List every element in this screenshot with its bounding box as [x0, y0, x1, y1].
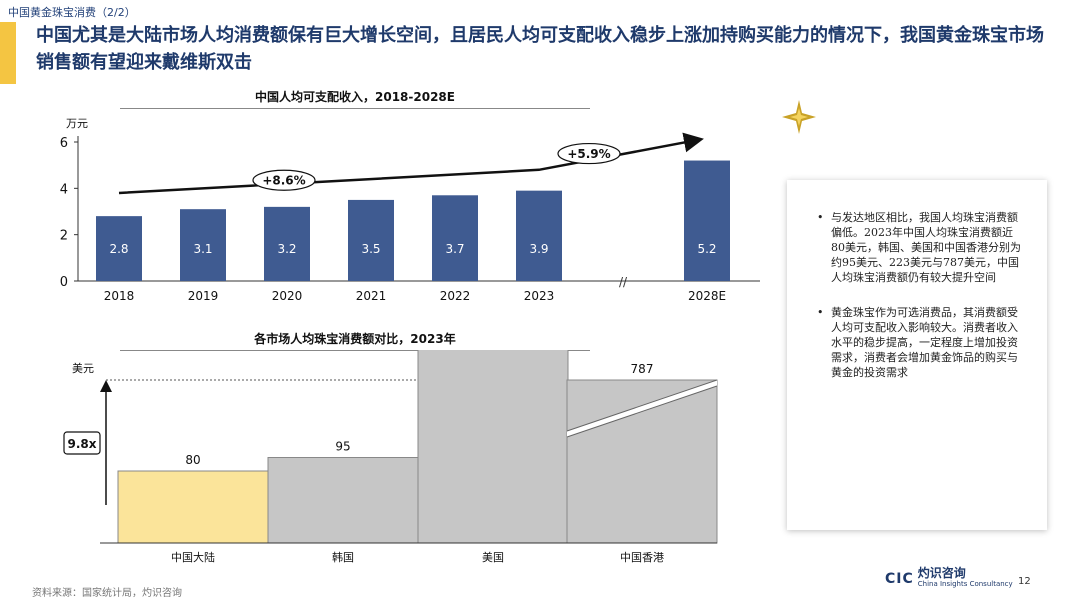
- income-bar: [264, 206, 310, 281]
- page-number: 12: [1018, 576, 1031, 587]
- jewelry-bar: [267, 457, 419, 544]
- x-tick-label: 2018: [104, 289, 135, 303]
- income-bar: [180, 209, 226, 281]
- x-tick-label: 2023: [524, 289, 555, 303]
- income-bar-value: 3.9: [529, 242, 548, 256]
- income-bar: [348, 199, 394, 281]
- note-item: 黄金珠宝作为可选消费品，其消费额受人均可支配收入影响较大。消费者收入水平的稳步提…: [817, 305, 1023, 380]
- x-tick-label: 2021: [356, 289, 387, 303]
- income-chart-title: 中国人均可支配收入，2018-2028E: [120, 88, 590, 109]
- x-tick-label: 2019: [188, 289, 219, 303]
- income-chart: 万元 0 2 4 6 2.8 2018 3.1 2019 3.2 2020 3.5 2021 3.7 202…: [60, 117, 760, 303]
- sparkle-star-icon: [782, 100, 816, 134]
- source-note: 资料来源：国家统计局，灼识咨询: [32, 588, 182, 599]
- y-axis-unit: 万元: [66, 117, 88, 130]
- y-axis-unit: 美元: [72, 362, 94, 375]
- cagr-badge: [557, 142, 621, 165]
- x-tick-label: 2028E: [688, 289, 726, 303]
- jewelry-bar-value: 80: [185, 453, 200, 467]
- x-tick-label: 中国香港: [620, 551, 664, 564]
- truncation-line: [566, 379, 718, 432]
- section-tag: 中国黄金珠宝消费（2/2）: [8, 6, 136, 19]
- accent-bar: [0, 22, 16, 84]
- income-bar-value: 2.8: [109, 242, 128, 256]
- ratio-label: 9.8x: [68, 437, 97, 451]
- income-bar-value: 3.5: [361, 242, 380, 256]
- income-bar-value: 5.2: [697, 242, 716, 256]
- x-tick-label: 2020: [272, 289, 303, 303]
- logo-text: 灼识咨询 China Insights Consultancy: [917, 566, 1013, 590]
- y-tick-label: 0: [60, 275, 68, 290]
- y-tick-label: 4: [60, 182, 68, 197]
- y-tick-label: 6: [60, 136, 68, 151]
- truncation-line: [566, 385, 718, 438]
- x-tick-label: 美国: [482, 551, 504, 564]
- jewelry-bar: [417, 350, 569, 544]
- jewelry-bar: [566, 379, 718, 544]
- income-bar: [516, 190, 562, 281]
- x-tick-label: 2022: [440, 289, 471, 303]
- jewelry-chart: 美元80中国大陆95韩国223美国787中国香港9.8x: [63, 350, 718, 564]
- cic-logo: CIC 灼识咨询 China Insights Consultancy: [885, 566, 1013, 590]
- notes-list: 与发达地区相比，我国人均珠宝消费额偏低。2023年中国人均珠宝消费额近80美元，…: [787, 180, 1047, 380]
- logo-mark: CIC: [885, 571, 914, 587]
- income-bar-value: 3.2: [277, 242, 296, 256]
- cagr-label: +5.9%: [567, 147, 610, 161]
- jewelry-chart-title: 各市场人均珠宝消费额对比，2023年: [120, 330, 590, 351]
- page-title: 中国尤其是大陆市场人均消费额保有巨大增长空间，且居民人均可支配收入稳步上涨加持购…: [36, 25, 1044, 73]
- x-tick-label: 中国大陆: [171, 550, 215, 564]
- notes-panel: 与发达地区相比，我国人均珠宝消费额偏低。2023年中国人均珠宝消费额近80美元，…: [787, 180, 1047, 530]
- logo-en: China Insights Consultancy: [917, 580, 1013, 588]
- note-item: 与发达地区相比，我国人均珠宝消费额偏低。2023年中国人均珠宝消费额近80美元，…: [817, 210, 1023, 285]
- jewelry-bar-value: 95: [335, 440, 350, 454]
- income-bar-value: 3.7: [445, 242, 464, 256]
- y-tick-label: 2: [60, 229, 68, 244]
- jewelry-bar: [117, 470, 269, 544]
- jewelry-bar-value: 787: [631, 362, 654, 376]
- income-bar-value: 3.1: [193, 242, 212, 256]
- axis-break-mark: //: [619, 275, 628, 289]
- logo-cn: 灼识咨询: [917, 566, 966, 580]
- cagr-label: +8.6%: [262, 174, 305, 188]
- income-bar: [96, 216, 142, 281]
- income-bar: [432, 195, 478, 281]
- x-tick-label: 韩国: [332, 550, 354, 564]
- income-bar: [684, 160, 730, 281]
- ratio-badge: [63, 431, 101, 455]
- cagr-badge: [252, 169, 316, 191]
- truncation-gap: [567, 380, 717, 437]
